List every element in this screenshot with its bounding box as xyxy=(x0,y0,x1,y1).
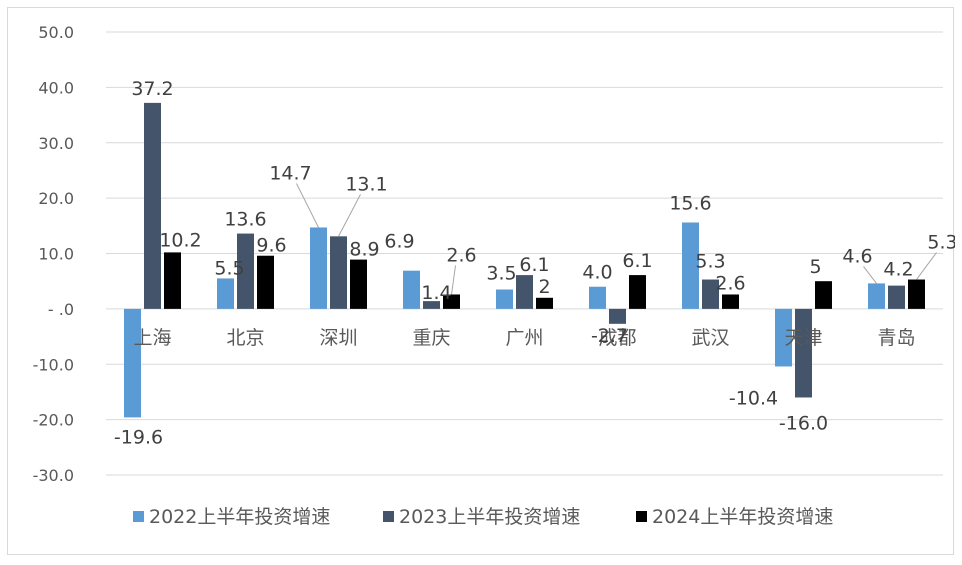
category-label: 天津 xyxy=(784,327,822,349)
chart: 50.040.030.020.010.0- .0-10.0-20.0-30.0 … xyxy=(33,23,955,528)
bar-3-深圳 xyxy=(350,259,367,309)
y-axis-ticks: 50.0 40.0 30.0 20.0 10.0 - .0 -10.0 -20.0 -30.0 xyxy=(33,23,74,485)
bar-2-天津 xyxy=(795,308,812,398)
data-label: 37.2 xyxy=(131,78,173,100)
y-tick-label: 10.0 xyxy=(38,245,74,264)
bar-3-上海 xyxy=(164,252,181,309)
y-tick-label: -20.0 xyxy=(33,411,74,430)
legend-label: 2023上半年投资增速 xyxy=(399,506,580,528)
data-label: 2.6 xyxy=(446,244,476,266)
data-label: 4.0 xyxy=(582,262,612,284)
bar-3-广州 xyxy=(536,297,553,309)
bar-1-天津 xyxy=(775,308,792,367)
data-label: 4.6 xyxy=(842,245,872,267)
bar-2-青岛 xyxy=(888,285,905,309)
data-label: 6.1 xyxy=(519,254,549,276)
data-label: 6.1 xyxy=(622,250,652,272)
category-label: 广州 xyxy=(505,327,543,349)
data-label: -2.7 xyxy=(591,325,628,347)
category-label: 武汉 xyxy=(691,327,729,349)
legend: 2022上半年投资增速 2023上半年投资增速 2024上半年投资增速 xyxy=(133,506,833,528)
leader-line xyxy=(451,265,456,295)
bar-1-武汉 xyxy=(682,222,699,309)
bar-1-广州 xyxy=(496,289,513,309)
data-labels: -19.6 5.5 14.7 6.9 3.5 4.0 15.6 -10.4 4.6 37.2 13.… xyxy=(114,78,955,449)
bar-2-重庆 xyxy=(423,301,440,309)
data-label: 8.9 xyxy=(349,239,379,261)
legend-swatch xyxy=(133,511,144,522)
bar-2-深圳 xyxy=(330,236,347,309)
bar-2-广州 xyxy=(516,275,533,309)
bar-1-深圳 xyxy=(310,227,327,309)
data-label: -16.0 xyxy=(779,412,828,434)
y-tick-label: -10.0 xyxy=(33,355,74,374)
category-label: 上海 xyxy=(133,327,171,349)
bar-3-天津 xyxy=(815,281,832,309)
bar-3-重庆 xyxy=(443,294,460,309)
bars xyxy=(124,102,925,418)
leader-lines xyxy=(296,183,937,295)
bar-2-上海 xyxy=(144,102,161,309)
data-label: 5.3 xyxy=(695,251,725,273)
category-label: 北京 xyxy=(226,327,264,349)
bar-1-青岛 xyxy=(868,283,885,309)
bar-1-成都 xyxy=(589,286,606,309)
chart-frame: 50.0 40.0 30.0 20.0 10.0- .0 -10.0 -20.0 -30.0 … xyxy=(7,7,955,555)
bar-3-北京 xyxy=(257,255,274,309)
leader-line xyxy=(863,266,877,284)
data-label: 1.4 xyxy=(421,282,451,304)
y-tick-label: 30.0 xyxy=(38,134,74,153)
data-label: 5.5 xyxy=(214,257,244,279)
data-label: 14.7 xyxy=(269,162,311,184)
data-label: 9.6 xyxy=(256,235,286,257)
legend-label: 2024上半年投资增速 xyxy=(652,506,833,528)
legend-swatch xyxy=(636,511,647,522)
bar-3-武汉 xyxy=(722,294,739,309)
bar-2-成都 xyxy=(609,308,626,324)
y-tick-label: 20.0 xyxy=(38,189,74,208)
leader-line xyxy=(296,183,319,228)
data-label: -10.4 xyxy=(729,387,778,409)
data-label: 3.5 xyxy=(486,262,516,284)
category-label: 深圳 xyxy=(319,327,357,349)
data-label: 2.6 xyxy=(715,272,745,294)
leader-line xyxy=(338,194,361,237)
y-tick-label: 40.0 xyxy=(38,78,74,97)
data-label: 5 xyxy=(809,256,821,278)
data-label: 2 xyxy=(538,276,550,298)
y-tick-label: - .0 xyxy=(48,300,74,319)
bar-1-北京 xyxy=(217,278,234,309)
category-label: 青岛 xyxy=(877,327,915,349)
data-label: 6.9 xyxy=(384,231,414,253)
data-label: 10.2 xyxy=(159,229,201,251)
y-tick-label: 50.0 xyxy=(38,23,74,42)
category-labels: 上海 北京 深圳 重庆 广州 成都 武汉 天津 青岛 xyxy=(133,327,915,349)
data-label: -19.6 xyxy=(114,426,163,448)
leader-line xyxy=(916,252,937,280)
data-label: 5.3 xyxy=(927,232,955,254)
y-tick-label: -30.0 xyxy=(33,466,74,485)
data-label: 15.6 xyxy=(669,192,711,214)
bar-3-青岛 xyxy=(908,279,925,309)
legend-label: 2022上半年投资增速 xyxy=(149,506,330,528)
bar-2-武汉 xyxy=(702,279,719,309)
legend-swatch xyxy=(383,511,394,522)
data-label: 4.2 xyxy=(883,259,913,281)
data-label: 13.1 xyxy=(345,173,387,195)
bar-3-成都 xyxy=(629,275,646,309)
category-label: 成都 xyxy=(598,327,636,349)
data-label: 13.6 xyxy=(224,209,266,231)
category-label: 重庆 xyxy=(412,327,450,349)
bar-1-上海 xyxy=(124,308,141,418)
bar-1-重庆 xyxy=(403,270,420,309)
bar-2-北京 xyxy=(237,233,254,309)
